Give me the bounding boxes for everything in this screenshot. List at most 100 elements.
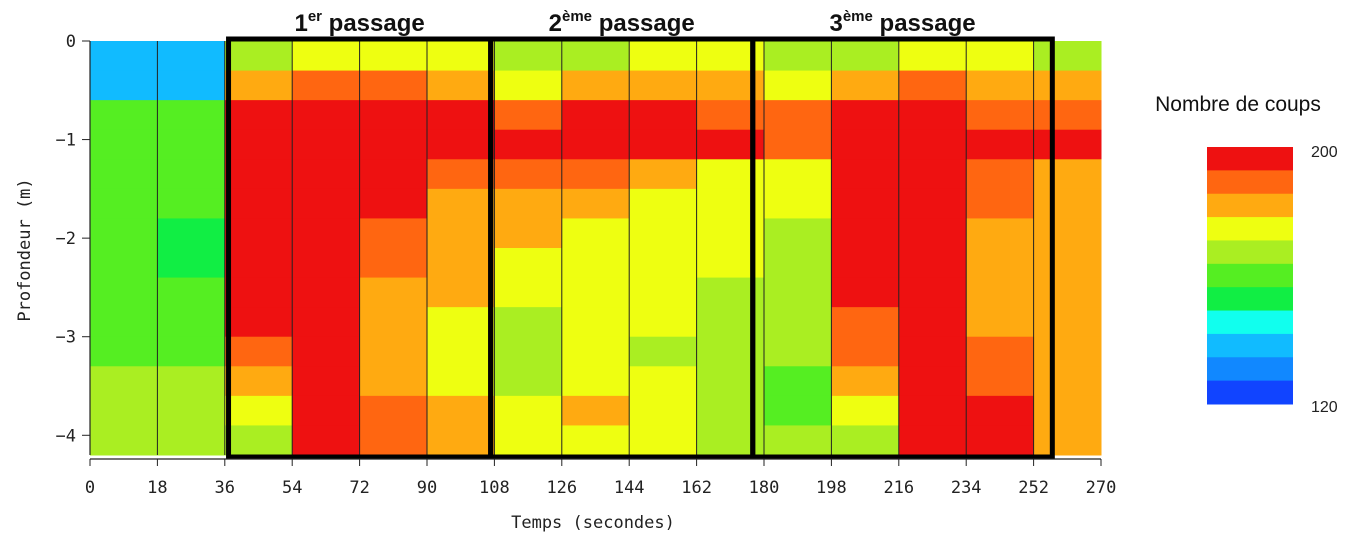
- x-axis-ticks: 0 18 36 54 72 90 108 126 144 162 180 198 216 234 252 27…: [85, 459, 1116, 498]
- heatmap-cell: [764, 159, 832, 190]
- heatmap-cell: [292, 159, 361, 190]
- heatmap-cell: [764, 100, 832, 131]
- heatmap-cells: [90, 41, 1102, 456]
- heatmap-cell: [157, 395, 226, 426]
- heatmap-cell: [898, 159, 967, 190]
- heatmap-cell: [427, 159, 495, 190]
- legend-swatch: [1207, 357, 1293, 382]
- heatmap-cell: [494, 218, 563, 249]
- heatmap-cell: [494, 129, 563, 160]
- heatmap-cell: [898, 188, 967, 219]
- heatmap-cell: [494, 395, 563, 426]
- heatmap-cell: [90, 277, 158, 308]
- heatmap-cell: [359, 70, 428, 101]
- heatmap-cell: [629, 129, 698, 160]
- heatmap-cell: [966, 129, 1035, 160]
- heatmap-cell: [292, 218, 361, 249]
- heatmap-cell: [561, 100, 630, 131]
- heatmap-cell: [90, 159, 158, 190]
- heatmap-cell: [224, 395, 293, 426]
- x-tick-label: 162: [681, 478, 712, 498]
- heatmap-cell: [831, 70, 900, 101]
- x-tick-label: 126: [546, 478, 577, 498]
- heatmap-cell: [561, 41, 630, 72]
- vertical-gridlines: [156, 41, 1035, 455]
- x-tick-label: 180: [749, 478, 780, 498]
- heatmap-cell: [224, 366, 293, 397]
- legend-swatch: [1207, 217, 1293, 241]
- pass-label: 1er passage: [294, 8, 424, 37]
- heatmap-cell: [427, 307, 495, 338]
- heatmap-cell: [494, 159, 563, 190]
- heatmap-cell: [494, 100, 563, 131]
- heatmap-cell: [224, 188, 293, 219]
- y-tick-label: −3: [56, 328, 76, 348]
- legend-swatch: [1207, 170, 1293, 195]
- heatmap-cell: [157, 100, 226, 131]
- heatmap-cell: [90, 395, 158, 426]
- heatmap-cell: [292, 70, 361, 101]
- heatmap-cell: [90, 307, 158, 338]
- heatmap-cell: [764, 129, 832, 160]
- heatmap-cell: [831, 248, 900, 279]
- x-tick-label: 270: [1086, 478, 1117, 498]
- heatmap-cell: [764, 366, 832, 397]
- heatmap-cell: [764, 188, 832, 219]
- heatmap-cell: [898, 100, 967, 131]
- legend-min-label: 120: [1311, 399, 1338, 416]
- x-tick-label: 108: [479, 478, 510, 498]
- heatmap-cell: [494, 277, 563, 308]
- legend-swatch: [1207, 193, 1293, 218]
- heatmap-cell: [898, 395, 967, 426]
- heatmap-cell: [764, 41, 832, 72]
- heatmap-cell: [224, 159, 293, 190]
- heatmap-cell: [831, 425, 900, 456]
- heatmap-cell: [831, 336, 900, 367]
- heatmap-cell: [359, 248, 428, 279]
- heatmap-cell: [292, 129, 361, 160]
- legend-swatches: [1207, 147, 1293, 405]
- x-tick-label: 234: [951, 478, 982, 498]
- heatmap-cell: [898, 41, 967, 72]
- heatmap-cell: [157, 277, 226, 308]
- heatmap-cell: [1033, 336, 1102, 367]
- heatmap-cell: [359, 129, 428, 160]
- heatmap-cell: [561, 307, 630, 338]
- heatmap-cell: [1033, 366, 1102, 397]
- heatmap-cell: [292, 395, 361, 426]
- heatmap-cell: [966, 41, 1035, 72]
- heatmap-cell: [966, 218, 1035, 249]
- heatmap-cell: [224, 41, 293, 72]
- heatmap-cell: [561, 336, 630, 367]
- heatmap-cell: [494, 366, 563, 397]
- x-tick-label: 0: [85, 478, 95, 498]
- heatmap-cell: [1033, 248, 1102, 279]
- heatmap-cell: [831, 277, 900, 308]
- heatmap-cell: [292, 41, 361, 72]
- heatmap-cell: [359, 277, 428, 308]
- color-legend: Nombre de coups 200 120: [1155, 93, 1338, 416]
- heatmap-cell: [157, 159, 226, 190]
- heatmap-cell: [561, 129, 630, 160]
- legend-swatch: [1207, 240, 1293, 265]
- heatmap-cell: [224, 70, 293, 101]
- heatmap-cell: [90, 218, 158, 249]
- heatmap-cell: [427, 277, 495, 308]
- heatmap-cell: [494, 41, 563, 72]
- heatmap-cell: [292, 366, 361, 397]
- x-tick-label: 54: [282, 478, 302, 498]
- heatmap-cell: [292, 425, 361, 456]
- heatmap-cell: [494, 307, 563, 338]
- x-tick-label: 198: [816, 478, 847, 498]
- heatmap-cell: [292, 188, 361, 219]
- heatmap-cell: [831, 395, 900, 426]
- pass-label: 3ème passage: [829, 8, 975, 37]
- heatmap-cell: [831, 218, 900, 249]
- heatmap-cell: [629, 366, 698, 397]
- heatmap-cell: [427, 188, 495, 219]
- heatmap-cell: [1033, 277, 1102, 308]
- heatmap-cell: [898, 218, 967, 249]
- heatmap-cell: [561, 366, 630, 397]
- heatmap-cell: [494, 336, 563, 367]
- heatmap-cell: [966, 425, 1035, 456]
